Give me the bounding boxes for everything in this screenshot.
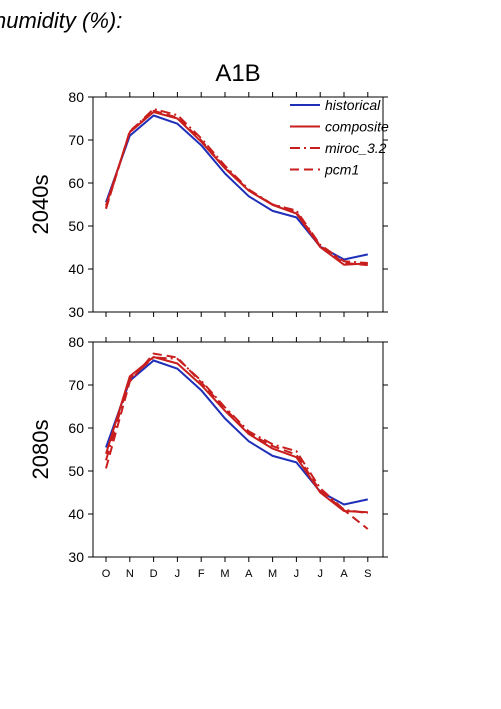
legend-label: pcm1 [324,162,359,178]
chart-title: A1B [215,60,260,87]
plot-frame [92,96,384,313]
x-tick-label: A [245,568,253,580]
y-tick-label: 40 [68,506,84,522]
x-tick-label: A [340,568,348,580]
series-line-composite [105,356,368,514]
y-tick-label: 80 [68,334,84,350]
chart-panel-2: 30 40 50 60 70 80 O N D J F M A M J J A S 2080s [28,334,388,580]
y-tick-label: 30 [68,549,84,565]
x-tick-label: J [175,568,181,580]
series-line-composite [105,111,368,266]
series-line-pcm1 [105,352,369,530]
legend-label: composite [325,119,389,135]
y-tick-label: 40 [68,261,84,277]
y-tick-label: 70 [68,132,84,148]
x-tick-label: M [220,568,229,580]
legend-label: historical [325,97,381,113]
y-axis-label: 2080s [28,420,53,480]
x-tick-label: M [268,568,277,580]
x-tick-label: J [317,568,323,580]
series-line-historical [105,359,369,506]
y-tick-label: 50 [68,463,84,479]
series-line-miroc-3-2 [105,356,368,515]
plots: 30 40 50 60 70 80 2040s historical composite miro… [28,89,389,580]
x-tick-label: N [126,568,134,580]
x-tick-label: D [150,568,158,580]
series-line-historical [105,114,369,261]
x-tick-label: S [364,568,371,580]
legend-label: miroc_3.2 [325,140,387,156]
y-axis-label: 2040s [28,175,53,235]
x-tick-label: O [102,568,111,580]
x-tick-label: F [198,568,205,580]
plot-frame [92,341,384,558]
y-tick-label: 60 [68,420,84,436]
y-tick-label: 80 [68,89,84,105]
y-tick-label: 50 [68,218,84,234]
y-tick-label: 60 [68,175,84,191]
y-tick-label: 70 [68,377,84,393]
x-tick-label: J [294,568,300,580]
chart-panel-1: 30 40 50 60 70 80 2040s historical composite miro… [28,89,389,320]
y-tick-label: 30 [68,304,84,320]
series-line-miroc-3-2 [105,108,368,264]
header-text: humidity (%): [0,8,122,33]
legend: historical composite miroc_3.2 pcm1 [290,97,389,178]
series-line-pcm1 [105,109,368,267]
